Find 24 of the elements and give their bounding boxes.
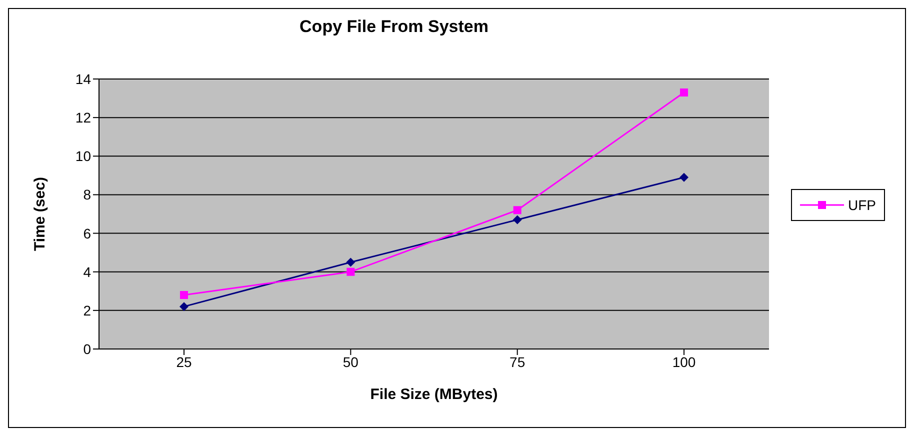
point [346, 258, 356, 267]
point [346, 268, 355, 276]
y-tick-label: 8 [83, 186, 92, 203]
point [513, 206, 522, 214]
point [180, 291, 188, 299]
point [680, 88, 688, 96]
point [180, 302, 188, 312]
y-axis-title: Time (sec) [31, 177, 48, 251]
x-axis-title: File Size (MBytes) [370, 386, 498, 403]
point [512, 215, 522, 224]
y-tick-label: 10 [75, 148, 92, 164]
chart-title: Copy File From System [298, 17, 490, 37]
x-tick-label: 75 [510, 354, 526, 370]
y-tick-label: 0 [83, 340, 92, 357]
y-tick-label: 2 [83, 302, 92, 318]
x-tick-label: 50 [342, 354, 359, 370]
y-tick-label: 6 [83, 225, 92, 242]
legend-label: UFP [848, 197, 876, 213]
point [680, 172, 688, 182]
x-tick-label: 25 [176, 354, 192, 370]
x-tick-label: 100 [672, 354, 696, 370]
y-tick-label: 4 [83, 264, 92, 280]
y-tick-label: 12 [75, 110, 92, 126]
y-tick-label: 14 [75, 70, 92, 87]
